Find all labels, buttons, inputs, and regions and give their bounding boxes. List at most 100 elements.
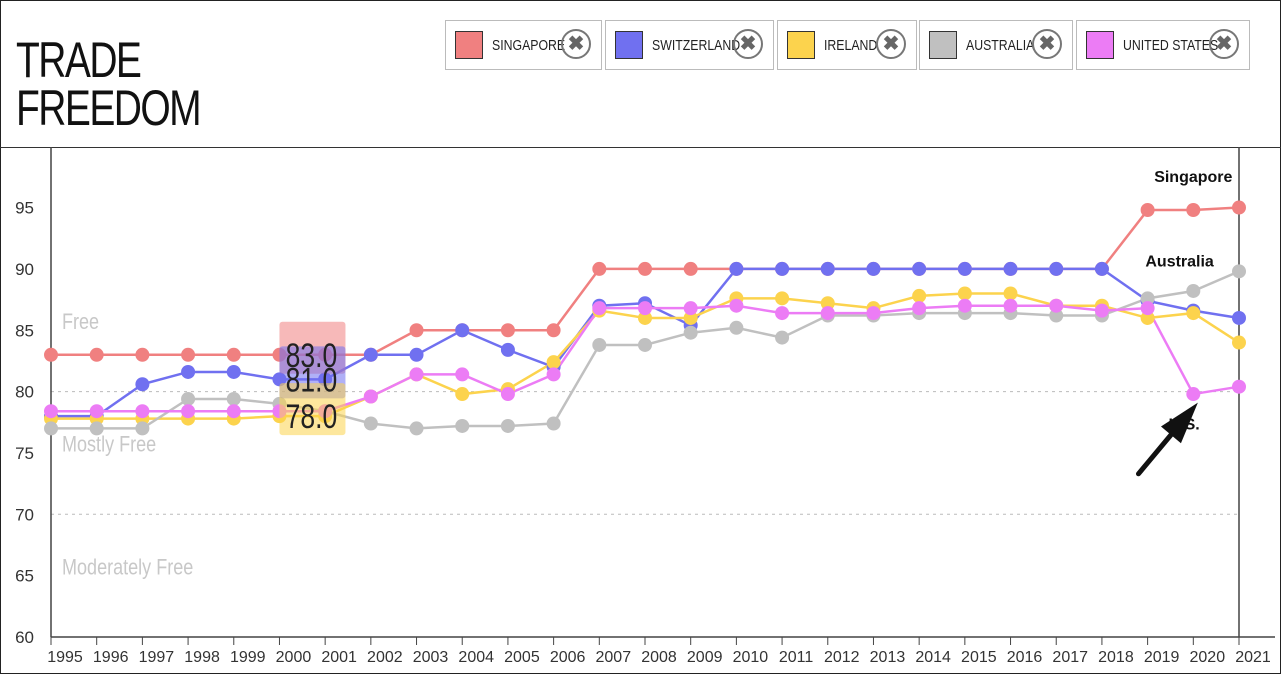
close-circle-icon[interactable]: ✖	[1032, 29, 1062, 59]
data-point	[775, 330, 790, 345]
legend-label: AUSTRALIA	[966, 37, 1035, 54]
data-point	[957, 298, 972, 313]
data-point	[866, 306, 881, 321]
close-circle-icon[interactable]: ✖	[1209, 29, 1239, 59]
data-point	[592, 301, 607, 316]
close-circle-icon[interactable]: ✖	[733, 29, 763, 59]
data-point	[638, 301, 652, 316]
data-point	[226, 404, 241, 419]
data-point	[1094, 303, 1109, 318]
data-point	[1140, 203, 1155, 218]
data-point	[500, 323, 515, 338]
data-point	[546, 416, 561, 431]
x-tick-label: 2020	[1190, 649, 1226, 666]
x-tick-label: 2015	[961, 649, 997, 666]
y-tick-label: 95	[15, 199, 34, 218]
data-point	[1186, 387, 1201, 402]
y-tick-label: 60	[15, 628, 34, 647]
legend-item-united-states[interactable]: UNITED STATES ✖	[1076, 20, 1250, 70]
data-point	[455, 367, 470, 382]
close-circle-icon[interactable]: ✖	[561, 29, 591, 59]
x-tick-label: 2016	[1007, 649, 1043, 666]
data-point	[1186, 203, 1201, 218]
data-point	[592, 337, 607, 352]
data-point	[181, 404, 196, 419]
legend-item-singapore[interactable]: SINGAPORE ✖	[445, 20, 602, 70]
x-tick-label: 2004	[458, 649, 494, 666]
data-point	[1049, 298, 1064, 313]
x-tick-label: 2005	[504, 649, 540, 666]
close-circle-icon[interactable]: ✖	[876, 29, 906, 59]
legend-item-australia[interactable]: AUSTRALIA ✖	[919, 20, 1073, 70]
data-point	[1049, 308, 1064, 323]
data-point	[1186, 283, 1201, 298]
data-point	[135, 377, 150, 392]
x-tick-label: 2018	[1098, 649, 1134, 666]
data-point	[957, 261, 972, 276]
y-tick-label: 85	[15, 321, 34, 340]
data-point	[775, 261, 790, 276]
legend-label: IRELAND	[824, 37, 878, 54]
legend-swatch	[615, 31, 643, 59]
data-point	[135, 421, 150, 436]
legend-item-ireland[interactable]: IRELAND ✖	[777, 20, 917, 70]
band-label: Free	[62, 310, 99, 334]
series-line-singapore	[51, 206, 1240, 357]
x-tick-label: 2001	[321, 649, 357, 666]
x-tick-label: 2014	[915, 649, 951, 666]
tooltip-value: 83.0	[286, 337, 338, 375]
legend-swatch	[787, 31, 815, 59]
data-point	[1232, 379, 1246, 394]
data-point	[1232, 200, 1246, 215]
data-point	[409, 421, 424, 436]
data-point	[866, 261, 881, 276]
data-point	[912, 288, 927, 303]
legend-swatch	[929, 31, 957, 59]
data-point	[1140, 301, 1155, 316]
title-line-1: TRADE	[16, 32, 142, 88]
data-point	[638, 337, 652, 352]
x-tick-label: 2007	[596, 649, 632, 666]
data-point	[683, 261, 698, 276]
annotation-label: Australia	[1145, 253, 1214, 270]
data-point	[226, 364, 241, 379]
data-point	[89, 347, 104, 362]
annotation-label: Singapore	[1154, 169, 1232, 186]
data-point	[89, 404, 104, 419]
x-tick-label: 2008	[641, 649, 677, 666]
data-point	[912, 261, 927, 276]
x-tick-label: 2010	[733, 649, 769, 666]
x-tick-label: 1999	[230, 649, 266, 666]
data-point	[775, 291, 790, 306]
y-tick-label: 75	[15, 444, 34, 463]
data-point	[1140, 291, 1155, 306]
data-point	[500, 387, 515, 402]
legend-item-switzerland[interactable]: SWITZERLAND ✖	[605, 20, 774, 70]
title-line-2: FREEDOM	[16, 80, 202, 136]
data-point	[820, 296, 835, 311]
data-point	[226, 391, 241, 406]
data-point	[135, 347, 150, 362]
data-point	[546, 367, 561, 382]
data-point	[729, 320, 744, 335]
data-point	[500, 342, 515, 357]
data-point	[363, 347, 378, 362]
data-point	[1232, 310, 1246, 325]
data-point	[181, 364, 196, 379]
x-tick-label: 2011	[779, 649, 814, 666]
y-tick-label: 90	[15, 260, 34, 279]
data-point	[729, 261, 744, 276]
arrow-head	[1160, 402, 1198, 444]
data-point	[820, 261, 835, 276]
x-tick-label: 2012	[824, 649, 860, 666]
data-point	[89, 421, 104, 436]
data-point	[1003, 298, 1018, 313]
data-point	[1094, 261, 1109, 276]
data-point	[1049, 261, 1064, 276]
band-label: Mostly Free	[62, 433, 156, 457]
data-point	[455, 387, 470, 402]
tooltip-box	[279, 383, 346, 436]
data-point	[638, 310, 652, 325]
data-point	[363, 389, 378, 404]
data-point	[1003, 286, 1018, 301]
